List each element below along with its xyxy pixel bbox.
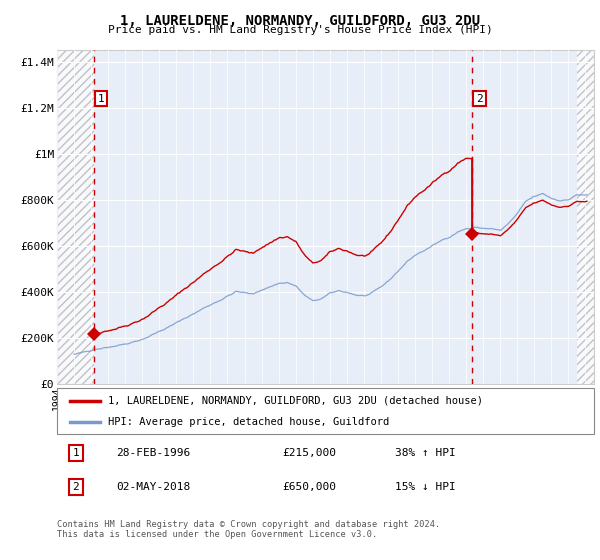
Text: 1, LAURELDENE, NORMANDY, GUILDFORD, GU3 2DU (detached house): 1, LAURELDENE, NORMANDY, GUILDFORD, GU3 … <box>108 396 483 406</box>
Text: 15% ↓ HPI: 15% ↓ HPI <box>395 482 456 492</box>
Text: £650,000: £650,000 <box>283 482 337 492</box>
Text: Price paid vs. HM Land Registry's House Price Index (HPI): Price paid vs. HM Land Registry's House … <box>107 25 493 35</box>
Text: £215,000: £215,000 <box>283 448 337 458</box>
Text: 1: 1 <box>98 94 104 104</box>
Text: 2: 2 <box>73 482 79 492</box>
Text: Contains HM Land Registry data © Crown copyright and database right 2024.
This d: Contains HM Land Registry data © Crown c… <box>57 520 440 539</box>
Text: HPI: Average price, detached house, Guildford: HPI: Average price, detached house, Guil… <box>108 417 389 427</box>
FancyBboxPatch shape <box>57 388 594 434</box>
Text: 28-FEB-1996: 28-FEB-1996 <box>116 448 190 458</box>
Text: 2: 2 <box>476 94 483 104</box>
Text: 02-MAY-2018: 02-MAY-2018 <box>116 482 190 492</box>
Text: 1: 1 <box>73 448 79 458</box>
Text: 38% ↑ HPI: 38% ↑ HPI <box>395 448 456 458</box>
Text: 1, LAURELDENE, NORMANDY, GUILDFORD, GU3 2DU: 1, LAURELDENE, NORMANDY, GUILDFORD, GU3 … <box>120 14 480 28</box>
